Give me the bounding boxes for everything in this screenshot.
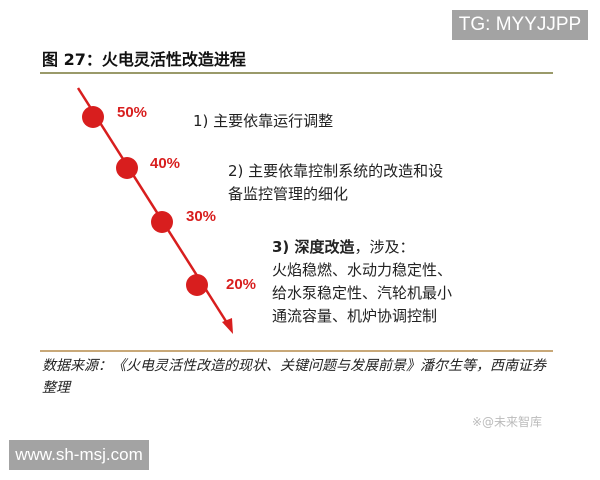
stage-percent-1: 50% (117, 104, 148, 121)
stage-percent-3: 30% (186, 208, 217, 225)
stage-text-3: 3) 深度改造，涉及： 火焰稳燃、水动力稳定性、 给水泵稳定性、汽轮机最小 通流… (272, 238, 453, 325)
watermark-tg: TG: MYYJJPP (452, 10, 588, 40)
stage-dot-4 (186, 274, 208, 296)
stage-dot-3 (151, 211, 173, 233)
stage-percent-4: 20% (226, 276, 257, 293)
stage-dot-1 (82, 106, 104, 128)
stage-text-1: 1) 主要依靠运行调整 (193, 112, 334, 130)
title-divider (40, 72, 553, 74)
credit-watermark: ※@未来智库 (472, 415, 543, 429)
stage-dot-2 (116, 157, 138, 179)
source-divider (40, 350, 553, 352)
figure-title: 图 27：火电灵活性改造进程 (42, 50, 246, 69)
arrow-head (222, 318, 233, 334)
stage-percent-2: 40% (150, 155, 181, 172)
source-note: 数据来源：《火电灵活性改造的现状、关键问题与发展前景》潘尔生等，西南证券整理 (42, 358, 546, 396)
stage-text-2: 2) 主要依靠控制系统的改造和设 备监控管理的细化 (228, 162, 444, 203)
watermark-url: www.sh-msj.com (9, 440, 149, 470)
